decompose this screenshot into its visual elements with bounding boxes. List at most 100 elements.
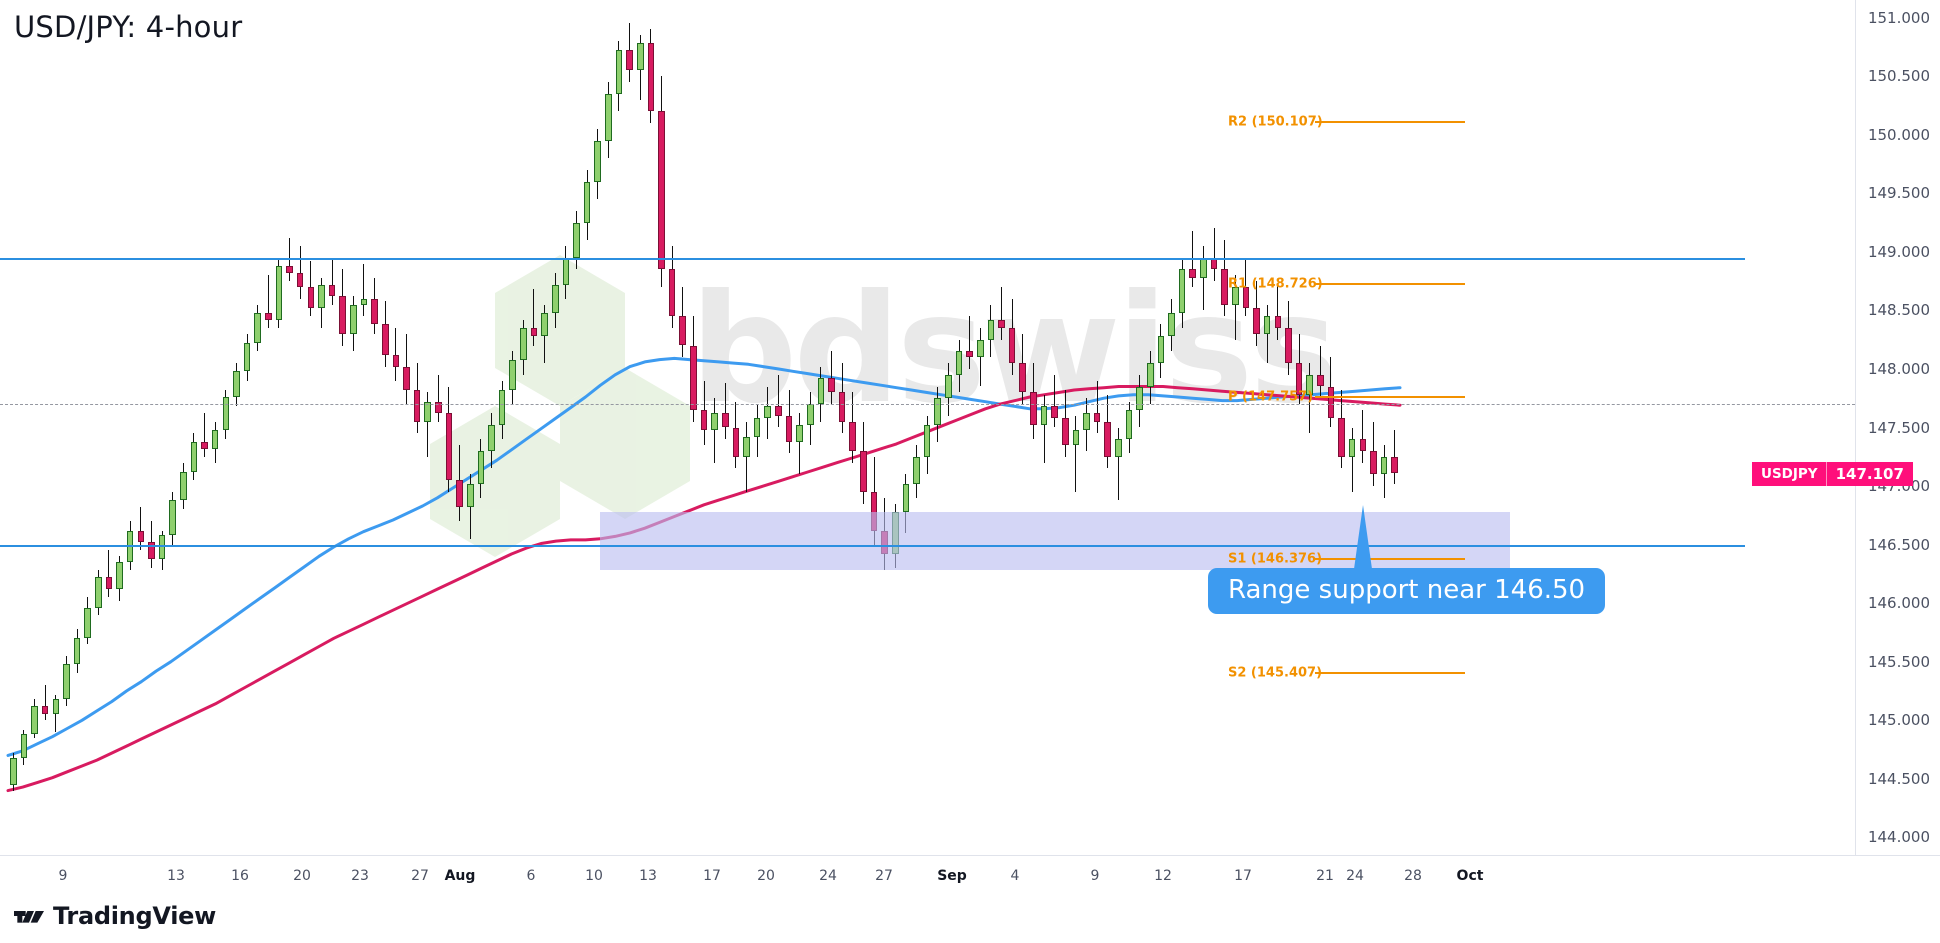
candle-body <box>265 312 272 320</box>
candle-body <box>626 50 633 71</box>
pivot-label-r2[interactable]: R2 (150.107) <box>1228 114 1323 130</box>
candle-body <box>520 327 527 360</box>
candle-body <box>1093 413 1101 422</box>
candle-body <box>243 343 251 372</box>
tradingview-logo[interactable]: TradingView <box>14 902 216 930</box>
candle-body <box>594 140 602 182</box>
candle-body <box>647 43 655 112</box>
pivot-line-s1[interactable] <box>1315 558 1465 561</box>
candle-body <box>360 298 368 305</box>
price-axis-divider <box>1855 0 1856 855</box>
time-axis-tick: Sep <box>937 868 967 884</box>
candle-body <box>838 392 846 422</box>
candle-body <box>466 483 474 508</box>
candle-body <box>286 265 293 273</box>
candle-body <box>275 265 283 320</box>
candle-body <box>923 425 931 457</box>
candle-body <box>381 324 389 355</box>
pivot-label-r1[interactable]: R1 (148.726) <box>1228 276 1323 292</box>
candle-body <box>1157 336 1165 364</box>
candle-body <box>679 316 687 346</box>
candle-wick <box>746 421 747 492</box>
candle-wick <box>714 398 716 463</box>
candle-body <box>849 421 857 451</box>
range-support-zone[interactable] <box>600 511 1510 571</box>
candle-body <box>328 284 336 297</box>
candle-body <box>222 397 230 430</box>
last-price-value: 147.107 <box>1835 464 1904 483</box>
candle-body <box>211 429 219 449</box>
candle-body <box>254 312 261 344</box>
candle-body <box>1189 269 1197 278</box>
time-axis-tick: Oct <box>1456 868 1484 884</box>
candle-body <box>1083 413 1090 430</box>
candle-body <box>509 359 517 390</box>
last-close-dashed[interactable] <box>0 404 1855 406</box>
candle-body <box>860 450 867 492</box>
price-axis-tick: 149.500 <box>1867 184 1930 203</box>
time-axis-tick: Aug <box>444 868 476 884</box>
candle-body <box>1104 421 1112 457</box>
candle-body <box>711 413 718 430</box>
last-price-badge[interactable]: USDJPY 147.107 <box>1752 461 1913 486</box>
pivot-line-r1[interactable] <box>1315 282 1465 285</box>
time-axis-tick: 4 <box>1010 868 1020 884</box>
candle-body <box>339 296 346 334</box>
candle-body <box>73 638 81 665</box>
candle-body <box>52 699 60 715</box>
resistance-line[interactable] <box>0 257 1745 260</box>
candle-wick <box>1319 345 1321 399</box>
candle-wick <box>1309 363 1311 434</box>
pivot-line-r2[interactable] <box>1315 121 1465 124</box>
candle-body <box>63 664 70 700</box>
candle-wick <box>1245 257 1247 317</box>
price-axis-tick: 150.000 <box>1867 125 1930 144</box>
candle-wick <box>363 263 365 317</box>
candle-body <box>424 401 431 422</box>
candle-wick <box>1054 374 1056 428</box>
candle-body <box>201 441 208 449</box>
candle-wick <box>267 275 269 328</box>
pivot-line-s2[interactable] <box>1315 671 1465 674</box>
candle-wick <box>427 392 429 457</box>
pivot-label-s2[interactable]: S2 (145.407) <box>1228 665 1323 681</box>
candle-body <box>1253 308 1260 334</box>
candle-body <box>1200 257 1207 278</box>
candle-body <box>1125 409 1133 440</box>
candle-body <box>775 406 782 416</box>
annotation-callout[interactable]: Range support near 146.50 <box>1208 568 1606 614</box>
candle-body <box>1274 316 1282 328</box>
support-line[interactable] <box>0 544 1745 547</box>
time-axis-tick: 17 <box>1234 868 1252 884</box>
time-axis[interactable]: 9 13 16 20 23 27 Aug 6 10 13 17 20 24 27 Sep 4 9 12 17 21 24… <box>0 856 1855 898</box>
candle-wick <box>1202 245 1204 311</box>
candle-wick <box>1075 415 1077 492</box>
candle-body <box>764 406 772 419</box>
candle-body <box>902 483 910 512</box>
candle-body <box>700 409 708 430</box>
candle-wick <box>777 374 779 428</box>
candle-body <box>605 93 612 141</box>
candle-wick <box>1043 394 1045 463</box>
candle-body <box>966 351 973 358</box>
time-axis-tick: 13 <box>167 868 185 884</box>
pivot-line-p[interactable] <box>1315 396 1465 399</box>
candle-body <box>1306 374 1313 395</box>
candle-wick <box>1096 380 1098 434</box>
price-axis-tick: 147.500 <box>1867 418 1930 437</box>
candle-body <box>1338 418 1345 457</box>
candle-wick <box>140 507 142 551</box>
time-axis-tick: 9 <box>1090 868 1100 884</box>
candle-body <box>636 43 644 71</box>
price-axis-tick: 148.000 <box>1867 359 1930 378</box>
candle-body <box>1370 450 1377 475</box>
pivot-label-s1[interactable]: S1 (146.376) <box>1228 551 1323 567</box>
candle-body <box>307 286 315 309</box>
candle-body <box>1263 316 1271 334</box>
moving-average-line <box>6 356 1402 757</box>
candle-body <box>1221 269 1228 305</box>
price-axis-tick: 145.500 <box>1867 652 1930 671</box>
price-axis[interactable]: 151.000 150.500 150.000 149.500 149.000 148.5… <box>1752 0 1940 855</box>
chart-plot-area[interactable]: bdswiss R2 (150.107)R1 (148.726)P (147.7… <box>0 0 1855 855</box>
pivot-label-p[interactable]: P (147.757) <box>1228 389 1314 405</box>
